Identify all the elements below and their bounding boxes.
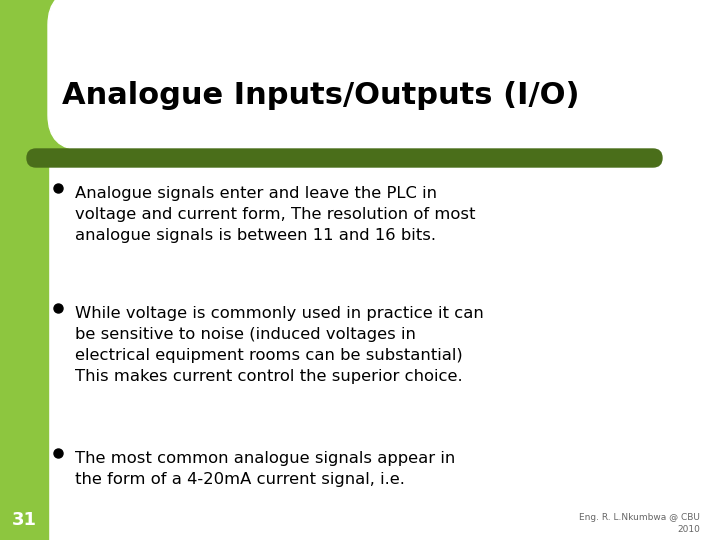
Text: The most common analogue signals appear in
the form of a 4-20mA current signal, : The most common analogue signals appear … [75,451,455,487]
FancyBboxPatch shape [48,0,248,150]
Text: Eng. R. L.Nkumbwa @ CBU: Eng. R. L.Nkumbwa @ CBU [579,514,700,523]
Text: Analogue signals enter and leave the PLC in
voltage and current form, The resolu: Analogue signals enter and leave the PLC… [75,186,475,243]
Text: 2010: 2010 [677,525,700,535]
Bar [0,0,215,150]
Text: While voltage is commonly used in practice it can
be sensitive to noise (induced: While voltage is commonly used in practi… [75,306,484,384]
Text: Analogue Inputs/Outputs (I/O): Analogue Inputs/Outputs (I/O) [62,80,580,110]
Text: 31: 31 [12,511,37,529]
FancyBboxPatch shape [27,149,662,167]
Bar [0,0,48,540]
